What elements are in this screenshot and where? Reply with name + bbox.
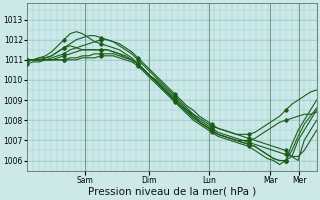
X-axis label: Pression niveau de la mer( hPa ): Pression niveau de la mer( hPa ): [88, 187, 256, 197]
